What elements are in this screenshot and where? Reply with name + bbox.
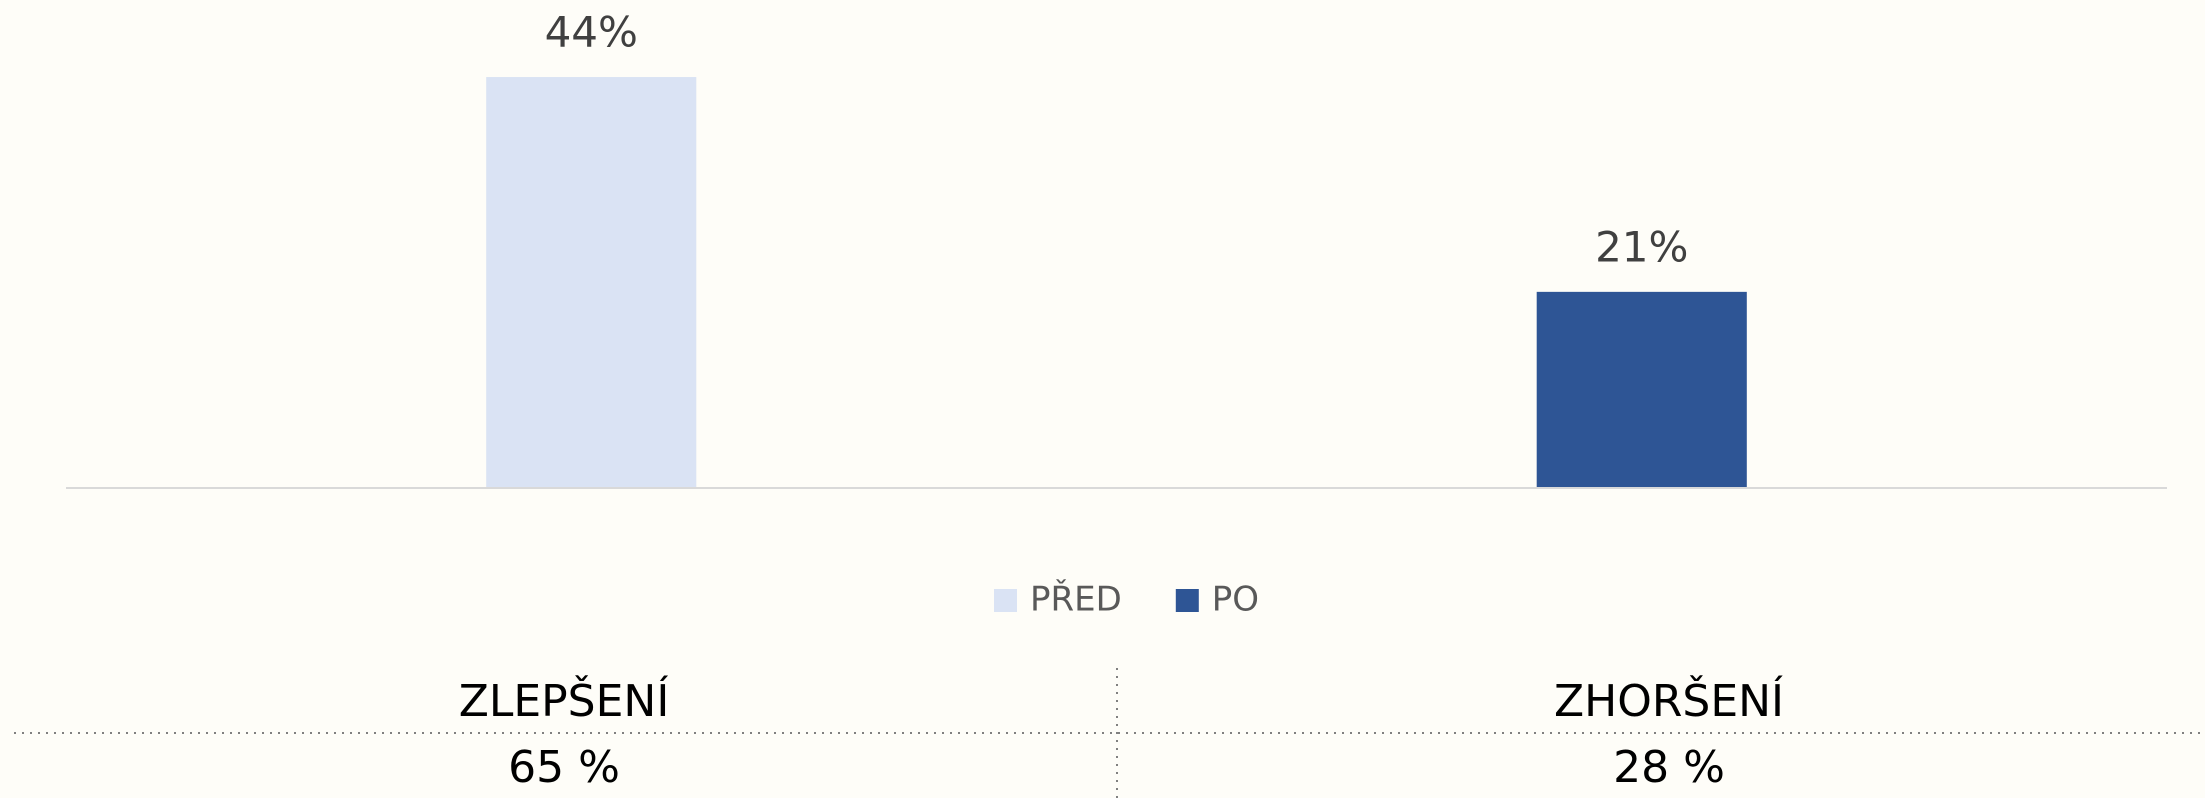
- legend-swatch: [994, 589, 1017, 612]
- data-label: 21%: [1595, 222, 1688, 271]
- legend-swatch: [1175, 589, 1199, 612]
- bar: [486, 77, 697, 488]
- summary-label: ZHORŠENÍ: [1554, 674, 1784, 727]
- summary-value: 28 %: [1613, 742, 1725, 793]
- data-label: 44%: [545, 8, 638, 57]
- summary-label: ZLEPŠENÍ: [459, 674, 670, 727]
- summary-value: 65 %: [508, 742, 620, 793]
- legend-label: PŘED: [1030, 579, 1122, 620]
- bar: [1536, 291, 1747, 488]
- legend-label: PO: [1212, 580, 1259, 620]
